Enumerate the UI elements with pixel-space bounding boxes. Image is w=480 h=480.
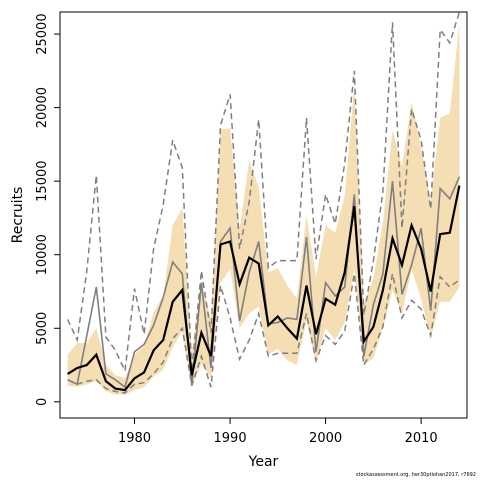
y-tick-label: 5000 [35, 312, 50, 345]
x-tick-label: 2000 [309, 431, 342, 446]
y-tick-label: 0 [35, 398, 50, 406]
median-line [67, 185, 461, 392]
mean-upper-line [66, 11, 461, 374]
x-tick-label: 2010 [405, 431, 438, 446]
y-tick-label: 10000 [35, 234, 50, 275]
x-axis-title: Year [248, 454, 279, 470]
x-axis: 1980 1990 2000 2010 [118, 418, 438, 446]
confidence-band [67, 22, 460, 395]
y-tick-label: 15000 [35, 160, 50, 201]
mean-lower-line [67, 273, 460, 394]
y-tick-label: 25000 [35, 13, 50, 54]
y-axis: 0 5000 10000 15000 20000 25000 [35, 13, 60, 406]
mean-line [67, 176, 461, 389]
y-tick-label: 20000 [35, 87, 50, 128]
x-tick-label: 1990 [214, 431, 247, 446]
footer-credit: stockassessment.org, her30ptiohan2017, r… [355, 472, 476, 478]
plot-area [66, 11, 461, 395]
x-tick-label: 1980 [118, 431, 151, 446]
plot-frame [59, 11, 468, 419]
y-axis-title: Recruits [10, 187, 26, 244]
